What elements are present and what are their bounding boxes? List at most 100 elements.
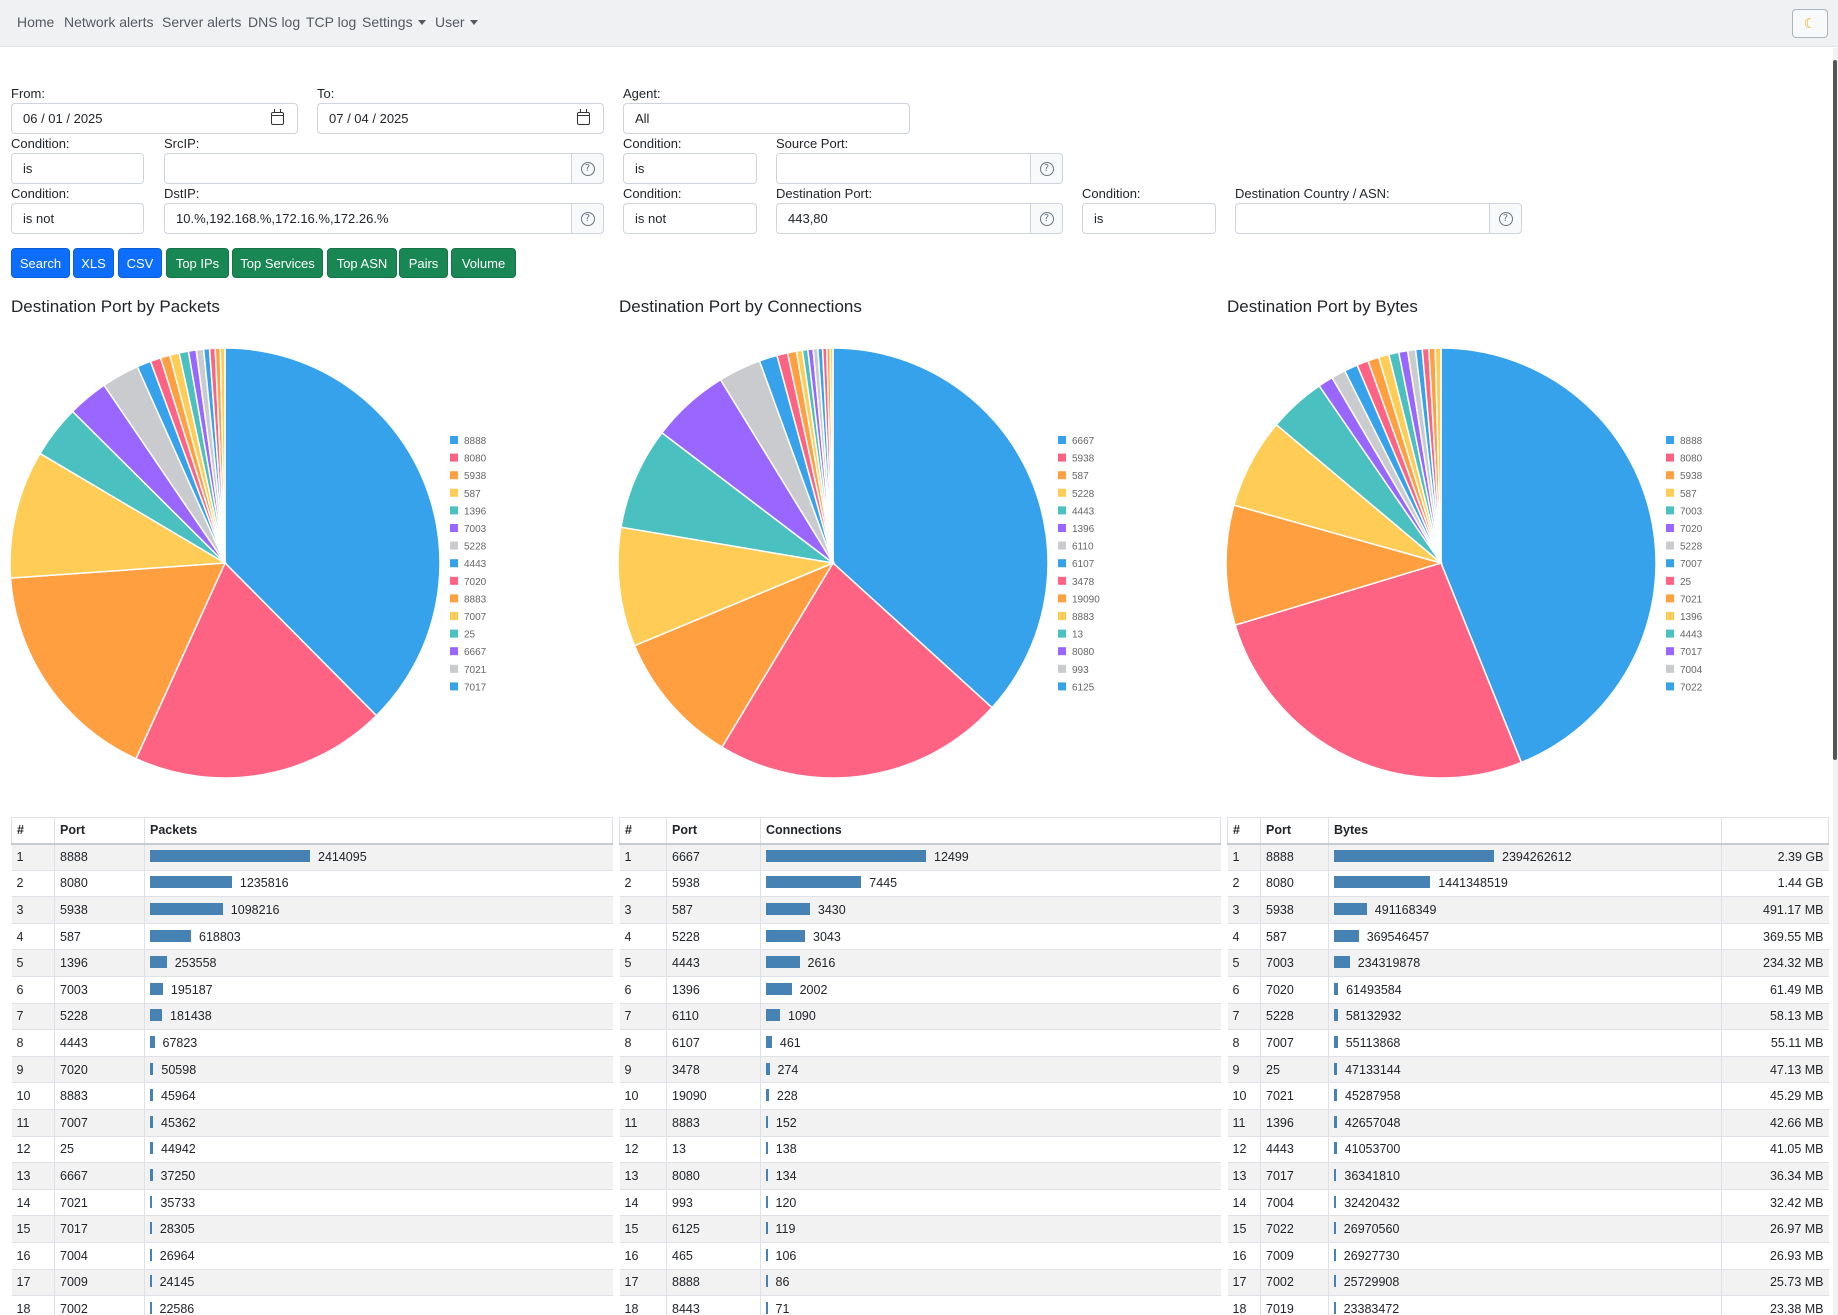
table-row[interactable]: 16 465 106: [619, 1242, 1221, 1270]
table-row[interactable]: 16 7009 26927730 26.93 MB: [1227, 1242, 1829, 1270]
table-row[interactable]: 18 7002 22586: [11, 1295, 613, 1315]
table-row[interactable]: 14 7021 35733: [11, 1189, 613, 1217]
legend-swatch[interactable]: [1666, 629, 1674, 638]
pie-slice-5228[interactable]: [617, 526, 836, 647]
table-row[interactable]: 4 5228 3043: [619, 923, 1221, 951]
legend-label[interactable]: 7021: [1680, 594, 1703, 605]
table-row[interactable]: 1 8888 2414095: [11, 843, 613, 871]
to-date-input[interactable]: 07 / 04 / 2025: [317, 103, 604, 134]
legend-label[interactable]: 1396: [1680, 612, 1703, 623]
nav-item-settings[interactable]: Settings: [362, 14, 426, 30]
country-condition-select[interactable]: is: [1082, 203, 1216, 234]
legend-swatch[interactable]: [1058, 594, 1066, 603]
table-row[interactable]: 8 6107 461: [619, 1029, 1221, 1057]
legend-label[interactable]: 1396: [464, 506, 487, 517]
legend-swatch[interactable]: [1666, 559, 1674, 568]
search-button[interactable]: Search: [11, 248, 70, 278]
dstip-help-button[interactable]: ?: [571, 203, 604, 234]
table-row[interactable]: 3 587 3430: [619, 896, 1221, 924]
pie-slice-6667[interactable]: [832, 347, 1049, 709]
legend-swatch[interactable]: [1058, 453, 1066, 462]
legend-label[interactable]: 7004: [1680, 665, 1703, 676]
table-row[interactable]: 2 8080 1235816: [11, 870, 613, 898]
dstip-input[interactable]: 10.%,192.168.%,172.16.%,172.26.%: [164, 203, 572, 234]
table-row[interactable]: 11 8883 152: [619, 1109, 1221, 1137]
legend-label[interactable]: 7020: [464, 577, 487, 588]
pie-slice-8080[interactable]: [135, 561, 378, 779]
pie-slice-8888[interactable]: [1440, 347, 1657, 764]
pie-slice-587[interactable]: [633, 561, 835, 749]
legend-swatch[interactable]: [1058, 664, 1066, 673]
table-row[interactable]: 17 8888 86: [619, 1269, 1221, 1297]
legend-swatch[interactable]: [1058, 471, 1066, 480]
table-row[interactable]: 2 8080 1441348519 1.44 GB: [1227, 870, 1829, 898]
legend-label[interactable]: 25: [1680, 577, 1692, 588]
pie-slice-5938[interactable]: [9, 562, 227, 760]
legend-label[interactable]: 6667: [464, 647, 487, 658]
legend-label[interactable]: 5228: [464, 542, 487, 553]
table-row[interactable]: 15 6125 119: [619, 1215, 1221, 1243]
dark-mode-toggle-button[interactable]: ☾: [1792, 9, 1828, 38]
legend-label[interactable]: 7017: [1680, 647, 1703, 658]
legend-swatch[interactable]: [1666, 524, 1674, 532]
volume-button[interactable]: Volume: [451, 248, 516, 278]
table-row[interactable]: 2 5938 7445: [619, 870, 1221, 898]
table-row[interactable]: 18 8443 71: [619, 1295, 1221, 1315]
column-header[interactable]: #: [619, 817, 667, 845]
table-row[interactable]: 15 7017 28305: [11, 1215, 613, 1243]
column-header[interactable]: Packets: [144, 817, 613, 845]
calendar-icon[interactable]: [577, 109, 590, 125]
table-row[interactable]: 16 7004 26964: [11, 1242, 613, 1270]
table-row[interactable]: 7 5228 58132932 58.13 MB: [1227, 1003, 1829, 1031]
table-row[interactable]: 4 587 618803: [11, 923, 613, 951]
legend-swatch[interactable]: [1666, 682, 1674, 691]
legend-swatch[interactable]: [450, 488, 458, 497]
legend-swatch[interactable]: [1058, 629, 1066, 638]
pie-slice-8080[interactable]: [1234, 562, 1523, 779]
from-date-input[interactable]: 06 / 01 / 2025: [11, 103, 298, 134]
legend-label[interactable]: 6110: [1072, 542, 1094, 553]
legend-label[interactable]: 7003: [1680, 506, 1703, 517]
legend-swatch[interactable]: [1058, 612, 1066, 620]
table-row[interactable]: 8 4443 67823: [11, 1029, 613, 1057]
legend-swatch[interactable]: [1058, 682, 1066, 691]
pairs-button[interactable]: Pairs: [399, 248, 448, 278]
pie-slice-5938[interactable]: [1225, 504, 1444, 627]
legend-swatch[interactable]: [1058, 524, 1066, 532]
legend-swatch[interactable]: [1666, 506, 1674, 515]
legend-label[interactable]: 7007: [464, 612, 487, 623]
column-header[interactable]: #: [1227, 817, 1261, 845]
table-row[interactable]: 17 7009 24145: [11, 1269, 613, 1297]
legend-swatch[interactable]: [1058, 506, 1066, 515]
legend-swatch[interactable]: [1666, 488, 1674, 497]
pie-slice-7002[interactable]: [219, 347, 226, 564]
legend-swatch[interactable]: [450, 664, 458, 673]
table-row[interactable]: 1 6667 12499: [619, 843, 1221, 871]
legend-swatch[interactable]: [1666, 541, 1674, 550]
csv-button[interactable]: CSV: [118, 248, 162, 278]
legend-swatch[interactable]: [450, 612, 458, 620]
nav-item-network-alerts[interactable]: Network alerts: [64, 14, 153, 30]
table-row[interactable]: 11 1396 42657048 42.66 MB: [1227, 1109, 1829, 1137]
column-header[interactable]: [1721, 817, 1829, 845]
table-row[interactable]: 5 1396 253558: [11, 949, 613, 977]
legend-label[interactable]: 587: [1072, 471, 1089, 482]
legend-swatch[interactable]: [1666, 647, 1674, 656]
pie-slice-5938[interactable]: [720, 561, 994, 779]
legend-label[interactable]: 5938: [1680, 471, 1703, 482]
legend-label[interactable]: 5938: [1072, 454, 1095, 465]
pie-slice-7019[interactable]: [1434, 347, 1442, 564]
table-row[interactable]: 10 8883 45964: [11, 1082, 613, 1110]
dstip-condition-select[interactable]: is not: [11, 203, 144, 234]
legend-label[interactable]: 587: [1680, 489, 1697, 500]
top-services-button[interactable]: Top Services: [232, 248, 323, 278]
table-row[interactable]: 17 7002 25729908 25.73 MB: [1227, 1269, 1829, 1297]
legend-label[interactable]: 8883: [1072, 612, 1095, 623]
table-row[interactable]: 15 7022 26970560 26.97 MB: [1227, 1215, 1829, 1243]
table-row[interactable]: 3 5938 1098216: [11, 896, 613, 924]
legend-swatch[interactable]: [1666, 594, 1674, 603]
table-row[interactable]: 5 7003 234319878 234.32 MB: [1227, 949, 1829, 977]
srcport-input[interactable]: [776, 153, 1031, 184]
legend-swatch[interactable]: [450, 682, 458, 691]
legend-label[interactable]: 5938: [464, 471, 487, 482]
